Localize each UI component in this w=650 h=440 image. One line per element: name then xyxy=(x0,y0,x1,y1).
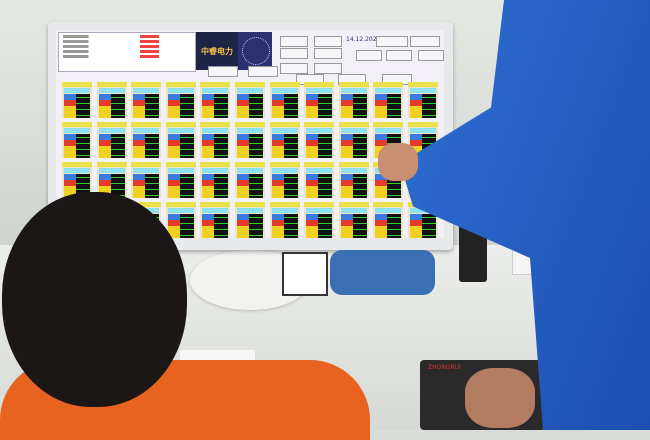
device-panel[interactable] xyxy=(338,162,369,198)
control-button[interactable] xyxy=(418,50,444,61)
device-panel[interactable] xyxy=(304,162,335,198)
control-button[interactable] xyxy=(410,36,440,47)
device-panel[interactable] xyxy=(235,162,265,198)
alarm-table[interactable] xyxy=(58,32,196,72)
control-button[interactable] xyxy=(280,36,308,47)
device-panel[interactable] xyxy=(235,82,265,118)
company-logo: 中睿电力 xyxy=(196,32,238,70)
device-panel[interactable] xyxy=(165,202,196,238)
device-panel[interactable] xyxy=(62,82,92,118)
control-button[interactable] xyxy=(356,50,382,61)
device-panel[interactable] xyxy=(338,122,369,158)
control-button[interactable] xyxy=(314,48,342,59)
control-button[interactable] xyxy=(208,66,238,77)
control-button[interactable] xyxy=(314,63,342,74)
device-panel[interactable] xyxy=(408,82,438,118)
device-panel[interactable] xyxy=(235,122,265,158)
device-panel[interactable] xyxy=(338,82,369,118)
device-panel[interactable] xyxy=(304,202,335,238)
control-button[interactable] xyxy=(280,48,308,59)
date-display: 14.12.2020 xyxy=(346,36,381,43)
device-panel[interactable] xyxy=(131,122,162,158)
device-panel[interactable] xyxy=(96,82,127,118)
device-panel[interactable] xyxy=(200,202,231,238)
device-panel[interactable] xyxy=(62,122,92,158)
control-button[interactable] xyxy=(386,50,412,61)
device-panel[interactable] xyxy=(373,82,404,118)
analog-meter xyxy=(282,252,328,296)
device-panel[interactable] xyxy=(269,202,300,238)
device-panel[interactable] xyxy=(200,122,231,158)
device-panel[interactable] xyxy=(338,202,369,238)
device-panel[interactable] xyxy=(165,122,196,158)
control-button[interactable] xyxy=(248,66,278,77)
device-panel[interactable] xyxy=(131,82,162,118)
control-button[interactable] xyxy=(280,63,308,74)
device-panel[interactable] xyxy=(200,82,231,118)
control-button[interactable] xyxy=(376,36,408,47)
device-panel[interactable] xyxy=(269,162,300,198)
device-panel[interactable] xyxy=(304,82,335,118)
device-panel[interactable] xyxy=(235,202,265,238)
monitor: 中睿电力 14.12.2020 xyxy=(48,22,453,250)
pointing-hand xyxy=(378,143,418,181)
hand-on-mouse xyxy=(465,368,535,428)
device-panel[interactable] xyxy=(269,122,300,158)
device-panel[interactable] xyxy=(304,122,335,158)
device-panel[interactable] xyxy=(96,122,127,158)
device-panel[interactable] xyxy=(269,82,300,118)
device-panel[interactable] xyxy=(131,162,162,198)
control-button[interactable] xyxy=(314,36,342,47)
device-panel[interactable] xyxy=(200,162,231,198)
clock-icon xyxy=(238,32,272,70)
person-head xyxy=(2,192,187,407)
device-panel[interactable] xyxy=(373,202,404,238)
cloth xyxy=(330,250,435,295)
device-panel[interactable] xyxy=(165,162,196,198)
device-panel[interactable] xyxy=(165,82,196,118)
